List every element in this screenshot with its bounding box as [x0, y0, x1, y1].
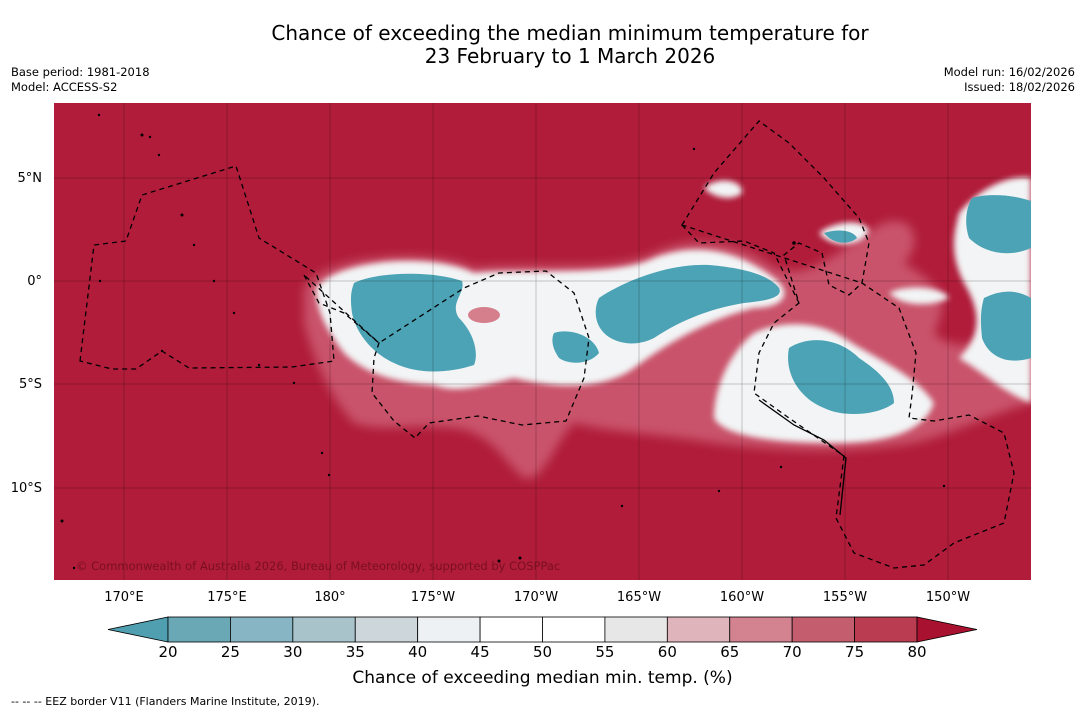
run-info: Model run: 16/02/2026 Issued: 18/02/2026: [944, 65, 1075, 95]
colorbar-segment: [542, 616, 606, 643]
eez-note: -- -- -- EEZ border V11 (Flanders Marine…: [11, 695, 320, 708]
colorbar-segment: [666, 616, 731, 643]
colorbar-tick-label: 50: [532, 643, 553, 661]
warm-spot: [468, 307, 500, 323]
lat-label-5s: 5°S: [18, 377, 42, 392]
colorbar: [107, 616, 978, 643]
lon-label-170e: 170°E: [104, 590, 144, 605]
colorbar-label: Chance of exceeding median min. temp. (%…: [352, 668, 733, 688]
colorbar-tick-label: 80: [907, 643, 927, 661]
issued-text: Issued: 18/02/2026: [964, 80, 1075, 94]
colorbar-tick-label: 45: [470, 643, 490, 661]
map-svg: [54, 103, 1031, 580]
model-text: Model: ACCESS-S2: [11, 80, 118, 94]
model-run-text: Model run: 16/02/2026: [943, 65, 1075, 79]
colorbar-segment: [729, 616, 793, 643]
colorbar-segment: [604, 616, 668, 643]
lon-label-180: 180°: [314, 590, 346, 605]
copyright-text: © Commonwealth of Australia 2026, Bureau…: [76, 559, 561, 573]
lon-label-150w: 150°W: [925, 590, 971, 605]
colorbar-tick-label: 55: [595, 643, 615, 661]
colorbar-segment: [292, 616, 356, 643]
lat-label-0: 0°: [27, 274, 42, 289]
colorbar-segment: [479, 616, 543, 643]
title-line-2: 23 February to 1 March 2026: [424, 44, 716, 68]
colorbar-tick-label: 60: [657, 643, 677, 661]
colorbar-over-arrow: [916, 616, 978, 643]
colorbar-segment: [230, 616, 294, 643]
colorbar-segment: [167, 616, 231, 643]
colorbar-tick-label: 70: [782, 643, 802, 661]
eez-solid-border: [758, 399, 847, 516]
map-gridlines: [54, 103, 1031, 580]
colorbar-under-arrow: [107, 616, 169, 643]
colorbar-segment: [791, 616, 855, 643]
lat-label-5n: 5°N: [17, 171, 43, 186]
colorbar-segment: [854, 616, 918, 643]
colorbar-segment: [417, 616, 481, 643]
colorbar-tick-label: 40: [408, 643, 428, 661]
eez-borders: [79, 120, 1015, 569]
lon-label-170w: 170°W: [513, 590, 559, 605]
lon-label-155w: 155°W: [822, 590, 868, 605]
lon-label-175e: 175°E: [207, 590, 247, 605]
islands: [60, 113, 946, 570]
colorbar-tick-label: 75: [845, 643, 865, 661]
lon-label-175w: 175°W: [410, 590, 456, 605]
chart-title: Chance of exceeding the median minimum t…: [0, 22, 1085, 68]
colorbar-tick-label: 30: [283, 643, 303, 661]
base-period-text: Base period: 1981-2018: [11, 65, 150, 79]
colorbar-tick-label: 35: [345, 643, 365, 661]
colorbar-tick-label: 25: [220, 643, 240, 661]
base-info: Base period: 1981-2018 Model: ACCESS-S2: [11, 65, 150, 95]
title-line-1: Chance of exceeding the median minimum t…: [271, 21, 869, 45]
lat-label-10s: 10°S: [10, 481, 42, 496]
colorbar-segment: [354, 616, 419, 643]
lon-label-160w: 160°W: [719, 590, 765, 605]
colorbar-tick-label: 65: [720, 643, 740, 661]
lon-label-165w: 165°W: [616, 590, 662, 605]
anomaly-cool-core: [350, 195, 1031, 415]
colorbar-tick-label: 20: [158, 643, 178, 661]
forecast-map: © Commonwealth of Australia 2026, Bureau…: [54, 103, 1031, 580]
